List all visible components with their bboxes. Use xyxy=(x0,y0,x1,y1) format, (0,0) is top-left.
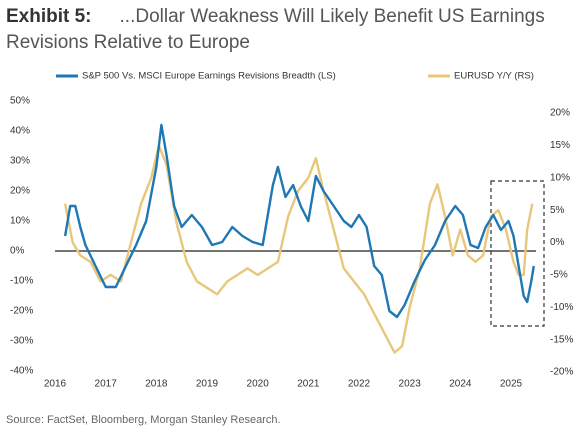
chart-title: ...Dollar Weakness Will Likely Benefit U… xyxy=(6,6,545,53)
legend-label: EURUSD Y/Y (RS) xyxy=(454,71,534,82)
y2-tick-label: -15% xyxy=(550,334,573,345)
x-tick-label: 2021 xyxy=(297,379,320,390)
y-tick-label: -30% xyxy=(10,336,33,347)
y2-tick-label: 5% xyxy=(550,205,565,216)
highlight-box xyxy=(490,180,545,327)
y2-tick-label: 15% xyxy=(550,140,570,151)
title: Exhibit 5: ...Dollar Weakness Will Likely… xyxy=(6,4,576,56)
y-tick-label: 20% xyxy=(10,186,30,197)
chart: -40% -30% -20% -10% 0% 10% 20% 30% 40% 50% -20% -15… xyxy=(10,71,573,390)
legend-label: S&P 500 Vs. MSCI Europe Earnings Revisio… xyxy=(82,71,336,82)
x-tick-label: 2023 xyxy=(399,379,422,390)
y-tick-label: 10% xyxy=(10,216,30,227)
y2-tick-label: -20% xyxy=(550,367,573,378)
y-tick-label: 40% xyxy=(10,126,30,137)
y2-tick-label: -5% xyxy=(550,270,568,281)
x-tick-label: 2025 xyxy=(500,379,523,390)
x-tick-label: 2017 xyxy=(95,379,118,390)
y-tick-label: -10% xyxy=(10,276,33,287)
y-tick-label: -40% xyxy=(10,366,33,377)
y2-tick-label: 10% xyxy=(550,172,570,183)
y2-tick-label: 0% xyxy=(550,237,565,248)
y2-tick-label: -10% xyxy=(550,302,573,313)
x-tick-label: 2018 xyxy=(145,379,168,390)
x-tick-label: 2016 xyxy=(44,379,67,390)
y-tick-label: 0% xyxy=(10,246,25,257)
x-tick-label: 2020 xyxy=(247,379,270,390)
y-tick-label: 30% xyxy=(10,156,30,167)
y-tick-label: -20% xyxy=(10,306,33,317)
y-tick-label: 50% xyxy=(10,96,30,107)
exhibit-label: Exhibit 5: xyxy=(6,6,92,27)
x-tick-label: 2024 xyxy=(449,379,472,390)
x-tick-label: 2022 xyxy=(348,379,371,390)
x-tick-label: 2019 xyxy=(196,379,219,390)
source: Source: FactSet, Bloomberg, Morgan Stanl… xyxy=(6,414,281,426)
series-line xyxy=(63,123,535,319)
y2-tick-label: 20% xyxy=(550,108,570,119)
series-line xyxy=(63,144,534,354)
